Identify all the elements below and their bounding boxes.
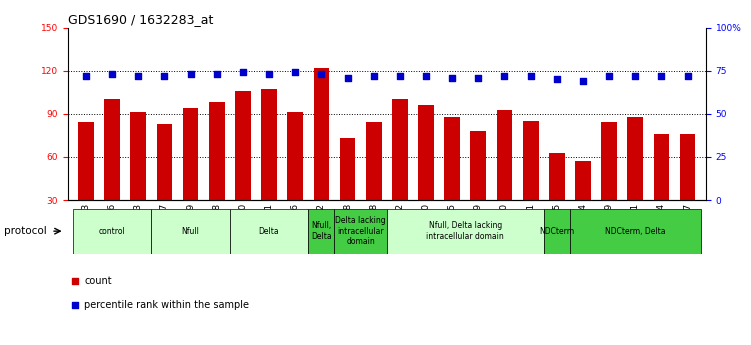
- Bar: [470, 131, 486, 243]
- Bar: [334, 209, 387, 254]
- Bar: [418, 105, 434, 243]
- Point: [682, 73, 694, 79]
- Bar: [235, 91, 251, 243]
- Point: [603, 73, 615, 79]
- Point: [289, 70, 301, 75]
- Point: [158, 73, 170, 79]
- Text: control: control: [98, 227, 125, 236]
- Bar: [575, 161, 591, 243]
- Point: [629, 73, 641, 79]
- Bar: [78, 122, 94, 243]
- Bar: [151, 209, 230, 254]
- Point: [656, 73, 668, 79]
- Bar: [366, 122, 382, 243]
- Text: percentile rank within the sample: percentile rank within the sample: [85, 300, 249, 310]
- Point: [132, 73, 144, 79]
- Bar: [261, 89, 277, 243]
- Text: NDCterm: NDCterm: [539, 227, 575, 236]
- Point: [577, 78, 589, 84]
- Bar: [209, 102, 225, 243]
- Point: [211, 71, 223, 77]
- Text: NDCterm, Delta: NDCterm, Delta: [605, 227, 665, 236]
- Bar: [230, 209, 308, 254]
- Bar: [392, 99, 408, 243]
- Text: Delta lacking
intracellular
domain: Delta lacking intracellular domain: [335, 216, 386, 246]
- Point: [420, 73, 432, 79]
- Point: [525, 73, 537, 79]
- Bar: [313, 68, 329, 243]
- Bar: [653, 134, 669, 243]
- Bar: [445, 117, 460, 243]
- Text: GDS1690 / 1632283_at: GDS1690 / 1632283_at: [68, 13, 213, 27]
- Bar: [104, 99, 120, 243]
- Bar: [308, 209, 334, 254]
- Point: [315, 71, 327, 77]
- Bar: [570, 209, 701, 254]
- Point: [342, 75, 354, 80]
- Bar: [627, 117, 643, 243]
- Bar: [523, 121, 538, 243]
- Point: [237, 70, 249, 75]
- Text: protocol: protocol: [4, 226, 47, 236]
- Text: Nfull,
Delta: Nfull, Delta: [311, 221, 332, 241]
- Point: [263, 71, 275, 77]
- Point: [472, 75, 484, 80]
- Point: [446, 75, 458, 80]
- Bar: [73, 209, 151, 254]
- Bar: [387, 209, 544, 254]
- Point: [550, 77, 562, 82]
- Bar: [602, 122, 617, 243]
- Bar: [496, 110, 512, 243]
- Bar: [544, 209, 570, 254]
- Bar: [156, 124, 172, 243]
- Bar: [339, 138, 355, 243]
- Bar: [549, 152, 565, 243]
- Point: [318, 181, 330, 186]
- Bar: [131, 112, 146, 243]
- Point: [394, 73, 406, 79]
- Text: count: count: [85, 276, 112, 286]
- Text: Delta: Delta: [259, 227, 279, 236]
- Text: Nfull, Delta lacking
intracellular domain: Nfull, Delta lacking intracellular domai…: [427, 221, 504, 241]
- Point: [499, 73, 511, 79]
- Bar: [288, 112, 303, 243]
- Point: [368, 73, 380, 79]
- Text: Nfull: Nfull: [182, 227, 200, 236]
- Bar: [182, 108, 198, 243]
- Point: [185, 71, 197, 77]
- Bar: [680, 134, 695, 243]
- Point: [80, 73, 92, 79]
- Point: [106, 71, 118, 77]
